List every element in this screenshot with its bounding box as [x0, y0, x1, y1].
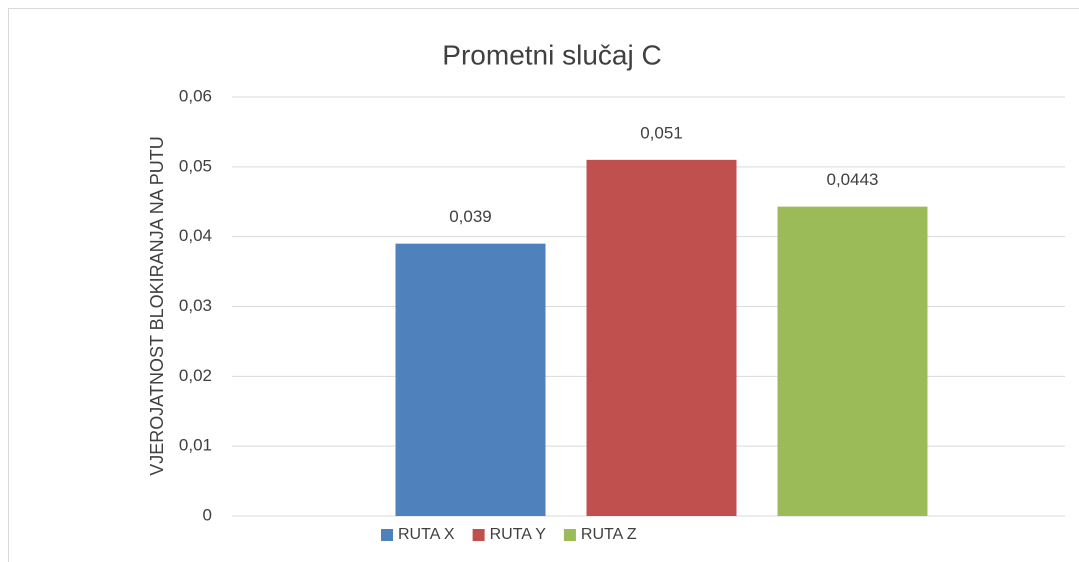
data-label: 0,0443 — [827, 170, 879, 189]
legend-swatch — [472, 529, 485, 541]
chart-frame — [8, 8, 1079, 562]
data-label: 0,051 — [640, 123, 683, 142]
y-tick-label: 0,06 — [179, 86, 212, 105]
y-tick-label: 0,03 — [179, 296, 212, 315]
legend-label: RUTA Y — [490, 526, 547, 543]
y-axis-label: VJEROJATNOST BLOKIRANJA NA PUTU — [147, 136, 167, 475]
y-tick-label: 0,02 — [179, 366, 212, 385]
legend-label: RUTA X — [398, 526, 455, 543]
legend-swatch — [563, 529, 576, 541]
bar — [395, 243, 546, 516]
legend-label: RUTA Z — [581, 526, 637, 543]
y-tick-label: 0,05 — [179, 156, 212, 175]
y-tick-label: 0 — [203, 505, 212, 524]
y-tick-label: 0,01 — [179, 436, 212, 455]
data-label: 0,039 — [449, 207, 492, 226]
bar — [586, 159, 737, 516]
y-tick-label: 0,04 — [179, 226, 212, 245]
legend-swatch — [381, 529, 393, 541]
bar — [777, 206, 928, 516]
chart-title: Prometni slučaj C — [442, 39, 661, 70]
